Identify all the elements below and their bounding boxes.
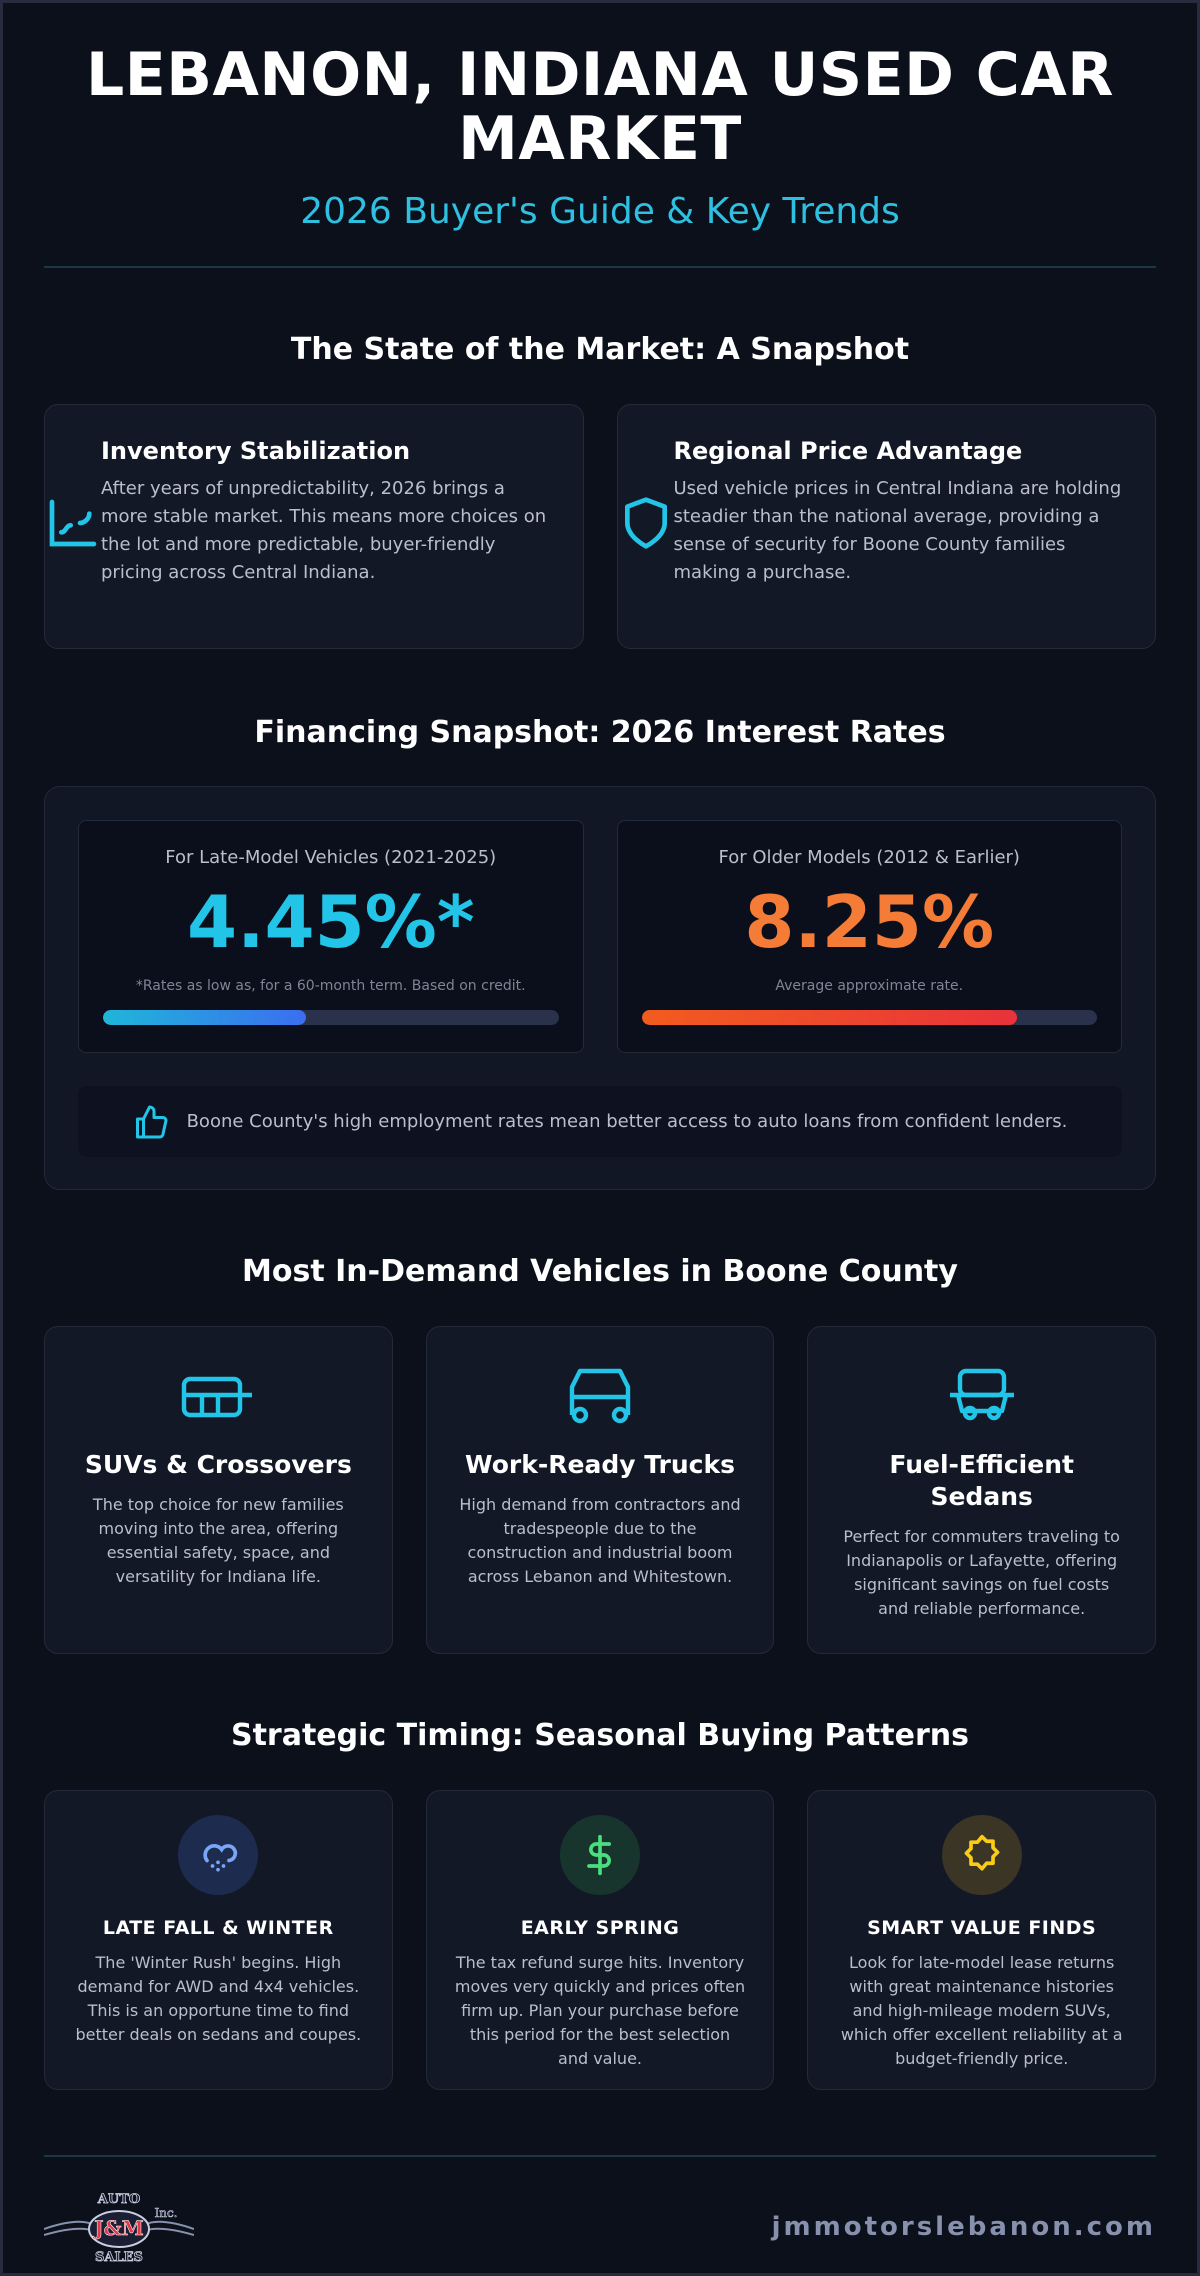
vehicle-card: Fuel-Efficient Sedans Perfect for commut… xyxy=(807,1326,1157,1654)
rate-note: *Rates as low as, for a 60-month term. B… xyxy=(135,978,526,994)
section-heading: Strategic Timing: Seasonal Buying Patter… xyxy=(230,1718,970,1753)
card-title: EARLY SPRING xyxy=(520,1917,680,1939)
rate-card: For Older Models (2012 & Earlier) 8.25% … xyxy=(616,820,1122,1053)
progress-fill xyxy=(103,1010,306,1025)
rate-note: Average approximate rate. xyxy=(775,978,964,994)
website[interactable]: jmmotorslebanon.com xyxy=(771,2212,1156,2242)
season-card: LATE FALL & WINTER The 'Winter Rush' beg… xyxy=(44,1790,393,2090)
card-title: Regional Price Advantage xyxy=(673,437,1023,465)
badge-icon xyxy=(964,1834,1000,1871)
truck-icon xyxy=(569,1368,631,1424)
rate-label: For Older Models (2012 & Earlier) xyxy=(718,847,1020,868)
season-card: EARLY SPRING The tax refund surge hits. … xyxy=(425,1790,775,2090)
section-heading: The State of the Market: A Snapshot xyxy=(290,332,910,367)
vehicle-row: SUVs & Crossovers The top choice for new… xyxy=(44,1289,1157,1654)
suv-icon xyxy=(182,1376,253,1418)
financing-panel: For Late-Model Vehicles (2021-2025) 4.45… xyxy=(44,786,1156,1190)
icon-circle xyxy=(178,1815,259,1895)
thumbs-up-icon xyxy=(135,1105,168,1138)
icon-circle xyxy=(941,1815,1022,1895)
card-text: Look for late-model lease returns with g… xyxy=(840,1953,1123,2068)
rate-label: For Late-Model Vehicles (2021-2025) xyxy=(165,847,497,868)
tip: Boone County's high employment rates mea… xyxy=(78,1086,1122,1157)
chart-icon xyxy=(49,499,97,547)
snow-cloud-icon xyxy=(203,1844,238,1872)
card-title: LATE FALL & WINTER xyxy=(102,1917,334,1939)
divider xyxy=(44,2155,1156,2157)
market-row: Inventory Stabilization After years of un… xyxy=(44,367,1156,649)
sedan-icon xyxy=(949,1368,1014,1421)
card-text: After years of unpredictability, 2026 br… xyxy=(101,478,547,583)
logo[interactable]: AUTO J&M SALES Inc. xyxy=(44,2189,194,2265)
market-card: Regional Price Advantage Used vehicle pri… xyxy=(616,404,1156,649)
subtitle: 2026 Buyer's Guide & Key Trends xyxy=(300,191,900,232)
logo-text: Inc. xyxy=(154,2206,177,2220)
logo-wings xyxy=(44,2220,194,2236)
card-text: The tax refund surge hits. Inventory mov… xyxy=(454,1953,746,2068)
vehicle-card: Work-Ready Trucks High demand from contr… xyxy=(425,1326,775,1654)
rate-value: 4.45%* xyxy=(187,880,475,964)
vehicle-card: SUVs & Crossovers The top choice for new… xyxy=(44,1326,393,1654)
rate-row: For Late-Model Vehicles (2021-2025) 4.45… xyxy=(78,820,1122,1053)
footer: AUTO J&M SALES Inc. jmmotorslebanon.com xyxy=(44,2187,1156,2267)
card-text: The top choice for new families moving i… xyxy=(92,1495,344,1586)
section-heading: Most In-Demand Vehicles in Boone County xyxy=(242,1254,958,1289)
logo-text: J&M xyxy=(92,2216,144,2240)
logo-text: SALES xyxy=(95,2250,143,2265)
card-title: Inventory Stabilization xyxy=(101,437,411,465)
icon xyxy=(45,437,101,648)
card-text: Perfect for commuters traveling to India… xyxy=(843,1527,1120,1618)
rate-value: 8.25% xyxy=(744,880,995,964)
shield-icon xyxy=(624,497,667,549)
icon-circle xyxy=(560,1815,640,1895)
season-row: LATE FALL & WINTER The 'Winter Rush' beg… xyxy=(44,1753,1157,2090)
card-title: SMART VALUE FINDS xyxy=(867,1917,1097,1939)
card-text: Used vehicle prices in Central Indiana a… xyxy=(673,478,1122,583)
progress-track xyxy=(103,1010,559,1025)
rate-card: For Late-Model Vehicles (2021-2025) 4.45… xyxy=(78,820,584,1053)
icon xyxy=(618,437,674,648)
progress-fill xyxy=(641,1010,1018,1025)
tip-text: Boone County's high employment rates mea… xyxy=(186,1111,1068,1132)
divider xyxy=(44,266,1156,268)
market-card: Inventory Stabilization After years of un… xyxy=(44,404,584,649)
logo-text: AUTO xyxy=(97,2192,140,2207)
card-text: High demand from contractors and tradesp… xyxy=(459,1495,741,1586)
season-card: SMART VALUE FINDS Look for late-model le… xyxy=(807,1790,1157,2090)
logo-oval xyxy=(88,2210,150,2248)
section-heading: Financing Snapshot: 2026 Interest Rates xyxy=(254,715,946,750)
card-text: The 'Winter Rush' begins. High demand fo… xyxy=(75,1953,362,2044)
card-title: Fuel-Efficient Sedans xyxy=(889,1450,1074,1511)
card-title: Work-Ready Trucks xyxy=(465,1450,735,1479)
progress-track xyxy=(641,1010,1097,1025)
card-title: SUVs & Crossovers xyxy=(84,1450,352,1479)
title: LEBANON, INDIANA USED CAR MARKET xyxy=(86,40,1114,174)
dollar-icon xyxy=(587,1834,611,1876)
